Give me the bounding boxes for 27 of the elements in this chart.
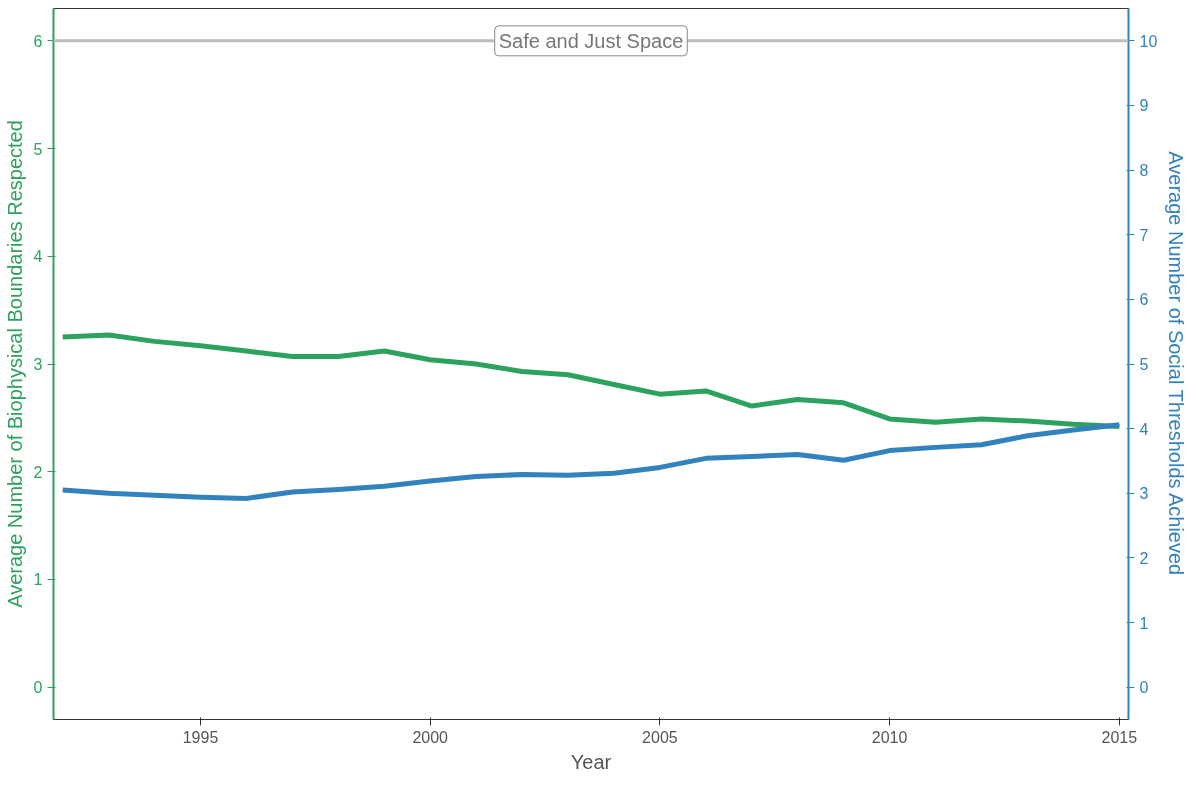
y2-tick-label: 0 <box>1139 679 1149 697</box>
x-axis-title: Year <box>570 750 612 773</box>
x-tick-label: 2005 <box>642 728 678 746</box>
y-axis-title: Average Number of Biophysical Boundaries Respected <box>3 120 26 608</box>
y-tick-label: 1 <box>33 571 43 589</box>
y2-tick-label: 4 <box>1139 420 1149 438</box>
y2-tick-label: 8 <box>1139 162 1149 180</box>
x-tick-label: 2015 <box>1101 728 1138 746</box>
y2-tick-label: 6 <box>1139 291 1149 309</box>
y-tick-label: 5 <box>33 140 43 158</box>
ref-line-label: Safe and Just Space <box>498 29 684 52</box>
x-tick-label: 2010 <box>871 728 908 746</box>
y-tick-label: 3 <box>33 356 43 373</box>
x-tick-label: 2000 <box>412 728 449 746</box>
x-tick-label: 1995 <box>182 728 219 746</box>
y2-tick-label: 1 <box>1139 614 1149 632</box>
y-tick-label: 2 <box>33 463 43 481</box>
y-tick-label: 0 <box>33 679 43 697</box>
y2-tick-label: 2 <box>1139 549 1149 567</box>
y2-tick-label: 3 <box>1139 485 1149 503</box>
y-tick-label: 4 <box>33 248 43 266</box>
y-tick-label: 6 <box>33 32 43 50</box>
y2-axis-title: Average Number of Social Thresholds Achieved <box>1165 151 1188 576</box>
y2-tick-label: 10 <box>1139 32 1158 50</box>
y2-tick-label: 5 <box>1139 356 1149 373</box>
y2-tick-label: 7 <box>1139 226 1149 244</box>
y2-tick-label: 9 <box>1139 97 1149 115</box>
